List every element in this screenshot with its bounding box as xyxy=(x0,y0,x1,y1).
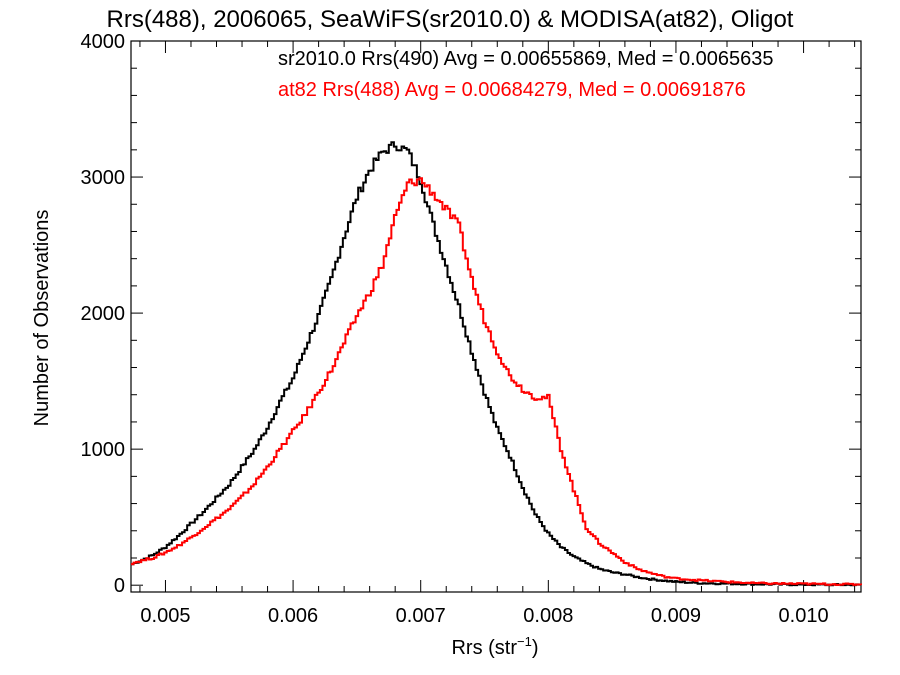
y-tick-label: 0 xyxy=(114,575,125,597)
legend-entry-0: sr2010.0 Rrs(490) Avg = 0.00655869, Med … xyxy=(278,48,774,70)
x-tick-label: 0.005 xyxy=(140,605,190,627)
x-tick-label: 0.008 xyxy=(523,605,573,627)
y-axis-label: Number of Observations xyxy=(31,210,53,427)
y-tick-label: 3000 xyxy=(81,167,126,189)
y-tick-label: 2000 xyxy=(81,303,126,325)
x-tick-label: 0.007 xyxy=(396,605,446,627)
series-line-0 xyxy=(131,141,862,587)
x-axis-label: Rrs (str−1) xyxy=(451,634,538,659)
x-tick-label: 0.006 xyxy=(268,605,318,627)
x-tick-label: 0.010 xyxy=(779,605,829,627)
legend-entry-1: at82 Rrs(488) Avg = 0.00684279, Med = 0.… xyxy=(278,79,746,101)
x-tick-label: 0.009 xyxy=(651,605,701,627)
chart-title: Rrs(488), 2006065, SeaWiFS(sr2010.0) & M… xyxy=(107,6,794,33)
y-tick-label: 4000 xyxy=(81,31,126,53)
plot-frame xyxy=(130,40,862,593)
axes: 0.005 0.006 0.007 0.008 0.009 0.010 0 1000 2000 3… xyxy=(81,31,862,627)
series-group xyxy=(131,141,862,587)
x-axis-label-main: Rrs (str xyxy=(451,637,517,659)
x-axis-label-sup: −1 xyxy=(517,634,532,649)
y-tick-label: 1000 xyxy=(81,439,126,461)
series-line-1 xyxy=(131,177,862,586)
x-axis-label-end: ) xyxy=(532,637,539,659)
